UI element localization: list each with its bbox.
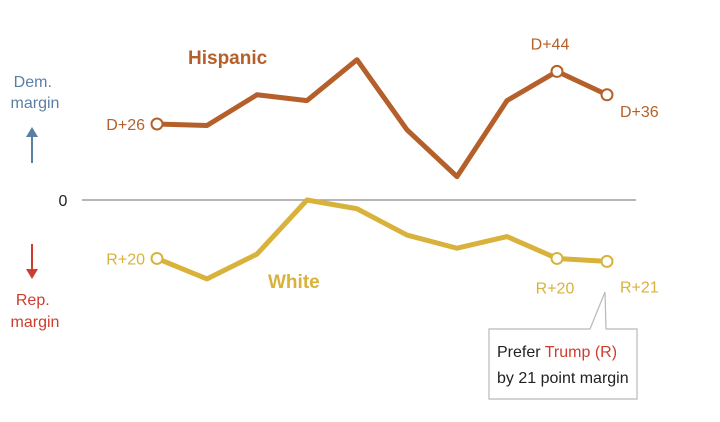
series-line-white — [154, 197, 610, 282]
data-label-hispanic-0: D+26 — [106, 117, 145, 134]
series-white: R+20 R+20 R+21 White — [106, 197, 659, 297]
data-label-white-8: R+20 — [536, 280, 575, 297]
rep-margin-label: Rep. margin — [11, 292, 60, 331]
series-name-white: White — [268, 272, 320, 293]
callout-line2: by 21 point margin — [497, 370, 629, 387]
point-marker-hispanic-8 — [550, 64, 564, 78]
up-arrow-icon — [26, 127, 38, 163]
zero-tick-label: 0 — [59, 193, 68, 210]
point-marker-hispanic-0 — [150, 117, 164, 131]
series-layer: D+26 D+44 D+36 Hispanic R+20 R+20 R+21 White — [106, 36, 659, 297]
callout-line1: Prefer Trump (R) — [497, 344, 617, 361]
dem-margin-label: Dem. margin — [11, 74, 60, 112]
point-marker-hispanic-9 — [600, 88, 614, 102]
data-label-white-9: R+21 — [620, 279, 659, 296]
dem-margin-label-line2: margin — [11, 95, 60, 112]
point-marker-white-9 — [600, 254, 614, 268]
series-hispanic: D+26 D+44 D+36 Hispanic — [106, 36, 659, 180]
callout-box: Prefer Trump (R) by 21 point margin — [488, 291, 638, 400]
callout-highlight: Trump (R) — [545, 344, 617, 361]
series-name-hispanic: Hispanic — [188, 48, 268, 69]
series-line-hispanic — [154, 57, 610, 180]
dem-margin-label-line1: Dem. — [14, 74, 52, 91]
point-marker-white-0 — [150, 251, 164, 265]
data-label-hispanic-9: D+36 — [620, 104, 659, 121]
data-label-hispanic-8: D+44 — [531, 36, 570, 53]
point-marker-white-8 — [550, 251, 564, 265]
rep-margin-label-line1: Rep. — [16, 292, 50, 309]
down-arrow-icon — [26, 244, 38, 279]
data-label-white-0: R+20 — [106, 251, 145, 268]
callout-prefix: Prefer — [497, 344, 545, 361]
rep-margin-label-line2: margin — [11, 314, 60, 331]
